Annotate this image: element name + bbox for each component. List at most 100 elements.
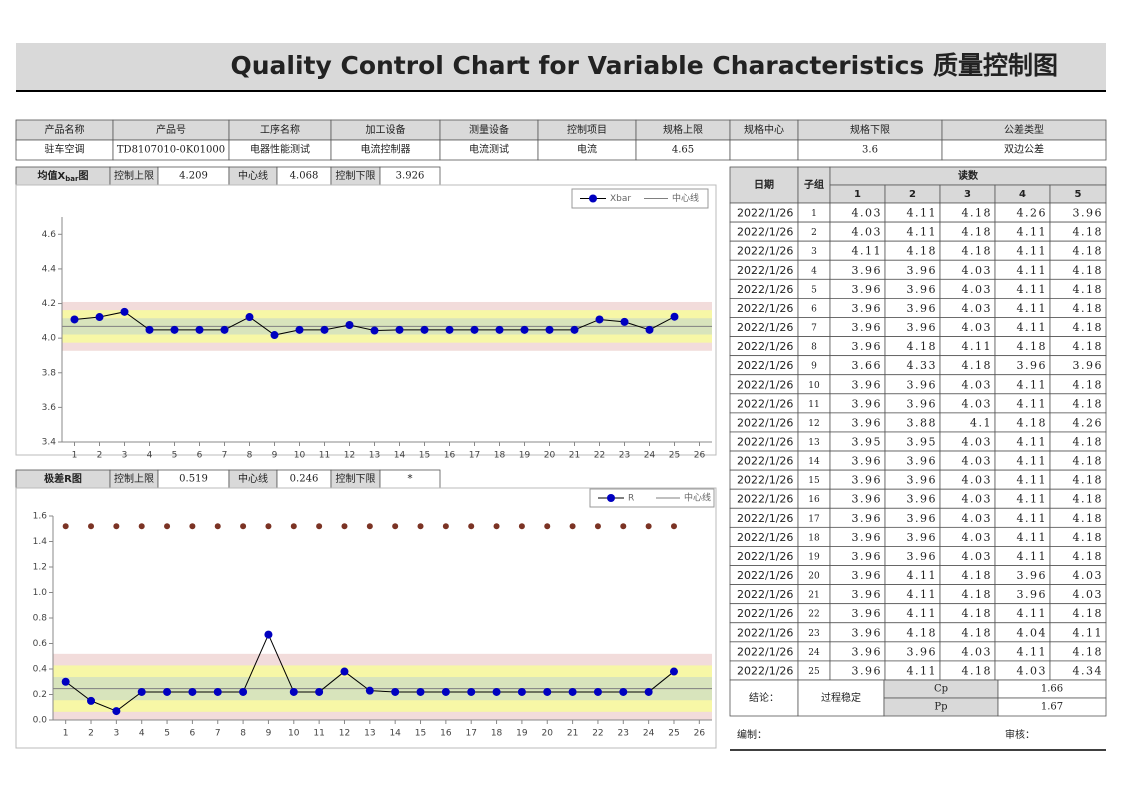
- reading: 4.03: [962, 493, 993, 506]
- reading: 4.11: [1017, 264, 1048, 277]
- reading: 3.96: [852, 397, 883, 410]
- point: [470, 325, 479, 334]
- point: [195, 325, 204, 334]
- reading: 3.96: [852, 607, 883, 620]
- date: 2022/1/26: [737, 283, 793, 296]
- date: 2022/1/26: [737, 588, 793, 601]
- reading: 4.03: [962, 550, 993, 563]
- reading: 3.96: [907, 321, 938, 334]
- cell: [941, 139, 1107, 161]
- x-tick-label: 18: [491, 729, 503, 739]
- y-tick-label: 3.4: [42, 438, 57, 448]
- y-tick-label: 3.6: [42, 403, 57, 413]
- reading: 3.96: [1017, 359, 1048, 372]
- reading: 4.18: [1073, 531, 1104, 544]
- date: 2022/1/26: [737, 436, 793, 449]
- point: [545, 325, 554, 334]
- point: [593, 687, 602, 696]
- reading: 4.18: [1073, 397, 1104, 410]
- point: [138, 523, 145, 530]
- x-tick-label: 18: [494, 451, 506, 461]
- reading: 4.04: [1017, 626, 1048, 639]
- x-tick-label: 5: [164, 729, 170, 739]
- reading: 4.11: [1017, 474, 1048, 487]
- y-tick-label: 0.4: [33, 665, 48, 675]
- reading: 3.96: [852, 626, 883, 639]
- point: [61, 677, 70, 686]
- subgroup: 17: [808, 514, 820, 524]
- header-value: 驻车空调: [45, 143, 85, 156]
- subgroup: 10: [808, 381, 820, 391]
- point: [391, 687, 400, 696]
- reading: 4.18: [962, 569, 993, 582]
- point: [670, 312, 679, 321]
- point: [370, 326, 379, 335]
- y-tick-label: 4.2: [42, 299, 56, 309]
- x-tick-label: 8: [240, 729, 246, 739]
- x-tick-label: 19: [516, 729, 528, 739]
- x-tick-label: 21: [567, 729, 578, 739]
- reading: 4.11: [962, 340, 993, 353]
- reading: 4.18: [1073, 226, 1104, 239]
- x-tick-label: 1: [63, 729, 69, 739]
- date: 2022/1/26: [737, 569, 793, 582]
- cell: [729, 139, 799, 161]
- point: [113, 523, 120, 530]
- subgroup: 4: [811, 266, 817, 276]
- legend-box: [589, 488, 715, 508]
- reading: 4.03: [962, 531, 993, 544]
- reading: 4.18: [1073, 378, 1104, 391]
- reading: 4.03: [962, 378, 993, 391]
- date: 2022/1/26: [737, 607, 793, 620]
- reading: 4.18: [1073, 512, 1104, 525]
- x-tick-label: 13: [369, 451, 380, 461]
- limit-label: 中心线: [238, 472, 268, 485]
- reading: 4.18: [962, 359, 993, 372]
- reading: 3.96: [852, 550, 883, 563]
- reading: 3.96: [852, 493, 883, 506]
- subgroup: 6: [811, 304, 817, 314]
- point: [520, 325, 529, 334]
- point: [392, 523, 399, 530]
- cell: [997, 697, 1107, 717]
- reading: 4.11: [907, 226, 938, 239]
- x-tick-label: 22: [592, 729, 603, 739]
- reading: 4.18: [907, 340, 938, 353]
- date: 2022/1/26: [737, 321, 793, 334]
- reading: 3.96: [907, 378, 938, 391]
- reading: 3.96: [852, 455, 883, 468]
- point: [495, 325, 504, 334]
- point: [316, 523, 323, 530]
- point: [670, 523, 677, 530]
- point: [295, 325, 304, 334]
- subgroup: 3: [811, 247, 817, 257]
- date: 2022/1/26: [737, 340, 793, 353]
- header-value: 电流测试: [469, 143, 509, 156]
- reading: 4.18: [1073, 283, 1104, 296]
- point: [270, 331, 279, 340]
- x-tick-label: 24: [644, 451, 656, 461]
- point: [416, 687, 425, 696]
- point: [137, 687, 146, 696]
- point: [240, 523, 247, 530]
- header-label: 测量设备: [469, 123, 509, 136]
- x-tick-label: 12: [339, 729, 350, 739]
- stat-label: Pp: [934, 702, 947, 713]
- column-header: 读数: [958, 169, 979, 182]
- subgroup: 1: [811, 209, 817, 219]
- x-tick-label: 9: [272, 451, 278, 461]
- reading: 3.96: [852, 264, 883, 277]
- reading: 3.96: [852, 283, 883, 296]
- date: 2022/1/26: [737, 378, 793, 391]
- x-tick-label: 17: [465, 729, 476, 739]
- y-tick-label: 0.6: [33, 639, 48, 649]
- x-tick-label: 13: [364, 729, 375, 739]
- chart-title-part: 图: [78, 170, 88, 182]
- reading: 4.03: [962, 397, 993, 410]
- point: [265, 523, 272, 530]
- reading: 4.18: [1073, 264, 1104, 277]
- header-label: 产品名称: [45, 123, 85, 136]
- point: [164, 523, 171, 530]
- reading: 4.03: [962, 645, 993, 658]
- x-tick-label: 23: [618, 729, 629, 739]
